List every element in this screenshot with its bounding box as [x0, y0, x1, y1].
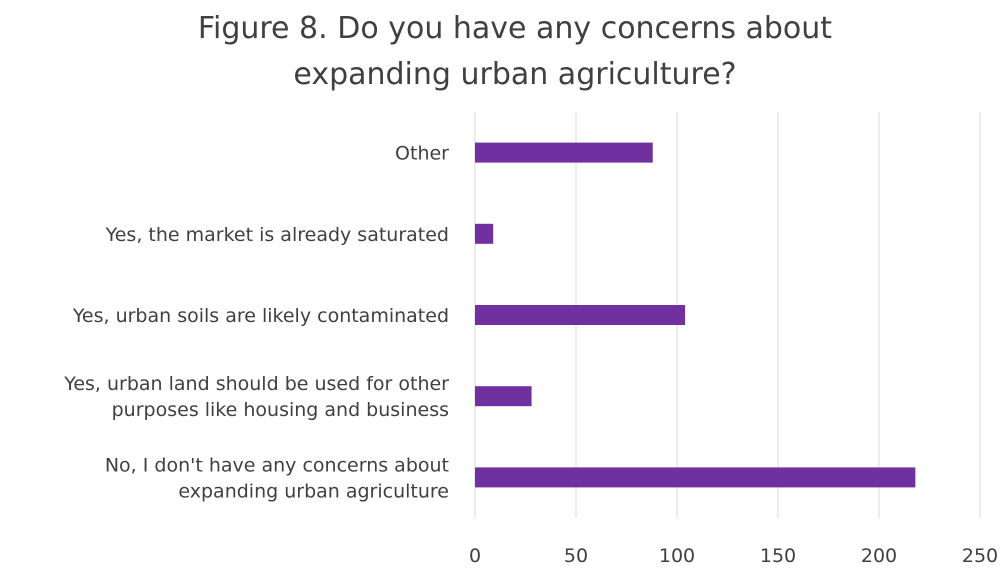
- x-tick-label-50: 50: [564, 545, 588, 567]
- x-tick-label-200: 200: [861, 545, 897, 567]
- bars: [475, 142, 916, 488]
- x-tick-label-0: 0: [469, 545, 481, 567]
- bar-4: [475, 386, 532, 407]
- x-tick-labels: 0 50 100 150 200 250: [469, 545, 998, 567]
- bar-5: [475, 467, 916, 488]
- category-label-1: Other: [395, 143, 449, 165]
- category-label-4-line-2: purposes like housing and business: [112, 399, 449, 421]
- bar-2: [475, 223, 494, 244]
- chart-title-line-1: Figure 8. Do you have any concerns about: [198, 11, 832, 46]
- category-label-5-line-2: expanding urban agriculture: [178, 480, 449, 502]
- chart-title: Figure 8. Do you have any concerns about…: [198, 11, 832, 92]
- bar-3: [475, 305, 686, 325]
- category-label-2: Yes, the market is already saturated: [105, 224, 449, 246]
- chart-title-line-2: expanding urban agriculture?: [293, 57, 736, 92]
- bar-1: [475, 142, 653, 163]
- category-label-3: Yes, urban soils are likely contaminated: [72, 305, 449, 327]
- category-label-4-line-1: Yes, urban land should be used for other: [63, 373, 449, 395]
- category-labels: Other Yes, the market is already saturate…: [63, 143, 449, 503]
- category-label-5-line-1: No, I don't have any concerns about: [105, 454, 449, 476]
- x-tick-label-150: 150: [760, 545, 796, 567]
- x-tick-label-100: 100: [659, 545, 695, 567]
- x-tick-label-250: 250: [962, 545, 998, 567]
